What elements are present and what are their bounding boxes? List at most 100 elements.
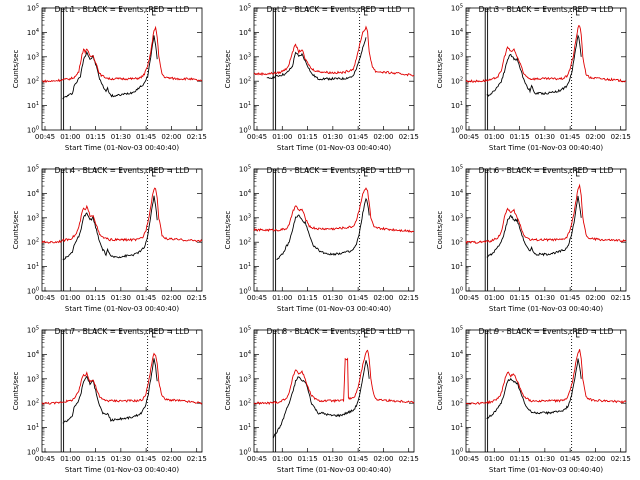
- y-tick-label: 105: [239, 4, 251, 13]
- x-tick-label: 01:45: [136, 294, 156, 302]
- y-tick-label: 101: [451, 101, 463, 110]
- time-bracket-marker: [364, 169, 368, 177]
- x-tick-label: 00:45: [35, 133, 55, 141]
- x-axis-label: Start Time (01-Nov-03 00:40:40): [489, 305, 603, 313]
- panel-title: Det 1 - BLACK = Events, RED = LLD: [55, 5, 190, 14]
- y-axis-label: Counts/sec: [436, 211, 444, 250]
- y-tick-label: 105: [27, 165, 39, 174]
- plot-frame: [41, 329, 203, 453]
- series-line-lld: [41, 25, 203, 84]
- panel-title: Det 3 - BLACK = Events, RED = LLD: [479, 5, 614, 14]
- x-tick-label: 01:00: [484, 294, 504, 302]
- y-tick-label: 101: [27, 262, 39, 271]
- x-tick-label: 01:00: [60, 133, 80, 141]
- time-bracket-marker: [576, 169, 580, 177]
- y-tick-label: 101: [451, 423, 463, 432]
- x-tick-label: 01:15: [297, 133, 317, 141]
- y-tick-label: 103: [451, 374, 463, 383]
- panel-8: Det 8 - BLACK = Events, RED = LLD Counts/…: [224, 326, 419, 475]
- y-tick-label: 103: [451, 213, 463, 222]
- plot-frame: [253, 7, 415, 131]
- x-tick-label: 01:00: [484, 455, 504, 463]
- y-tick-label: 102: [27, 77, 39, 86]
- y-tick-label: 104: [27, 28, 39, 37]
- panel-9: Det 9 - BLACK = Events, RED = LLD Counts/…: [436, 326, 631, 475]
- x-tick-label: 01:15: [509, 133, 529, 141]
- y-tick-label: 101: [239, 101, 251, 110]
- x-tick-label: 00:45: [35, 294, 55, 302]
- panel-2: Det 2 - BLACK = Events, RED = LLD Counts/…: [224, 4, 419, 153]
- y-tick-label: 101: [239, 262, 251, 271]
- x-tick-label: 02:00: [373, 294, 393, 302]
- plot-frame: [253, 329, 415, 453]
- panel-title: Det 8 - BLACK = Events, RED = LLD: [267, 327, 402, 336]
- series-line-events: [62, 358, 158, 424]
- x-tick-label: 01:30: [323, 133, 343, 141]
- x-tick-label: 01:15: [509, 455, 529, 463]
- panel-title: Det 2 - BLACK = Events, RED = LLD: [267, 5, 402, 14]
- y-tick-label: 102: [239, 399, 251, 408]
- time-bracket-marker: [576, 330, 580, 338]
- x-tick-label: 00:45: [247, 455, 267, 463]
- panel-title: Det 4 - BLACK = Events, RED = LLD: [55, 166, 190, 175]
- x-tick-label: 01:00: [60, 294, 80, 302]
- y-tick-label: 102: [27, 238, 39, 247]
- x-tick-label: 02:00: [161, 133, 181, 141]
- y-tick-label: 105: [239, 165, 251, 174]
- y-tick-label: 105: [239, 326, 251, 335]
- series-line-events: [486, 34, 582, 97]
- x-tick-label: 02:15: [187, 455, 207, 463]
- y-tick-label: 102: [239, 77, 251, 86]
- y-tick-label: 103: [27, 213, 39, 222]
- time-bracket-marker: [576, 8, 580, 16]
- y-tick-label: 102: [451, 238, 463, 247]
- y-tick-label: 100: [27, 448, 39, 457]
- y-tick-label: 104: [451, 189, 463, 198]
- y-tick-label: 104: [27, 350, 39, 359]
- panel-6: Det 6 - BLACK = Events, RED = LLD Counts/…: [436, 165, 631, 314]
- x-tick-label: 00:45: [247, 133, 267, 141]
- y-tick-label: 105: [27, 326, 39, 335]
- y-tick-label: 101: [451, 262, 463, 271]
- x-tick-label: 01:15: [297, 455, 317, 463]
- panel-title: Det 6 - BLACK = Events, RED = LLD: [479, 166, 614, 175]
- x-tick-label: 01:30: [111, 133, 131, 141]
- x-tick-label: 01:45: [136, 455, 156, 463]
- panel-title: Det 5 - BLACK = Events, RED = LLD: [267, 166, 402, 175]
- plot-frame: [465, 168, 627, 292]
- plot-frame: [41, 168, 203, 292]
- time-bracket-marker: [152, 330, 156, 338]
- x-axis-label: Start Time (01-Nov-03 00:40:40): [277, 305, 391, 313]
- y-axis-label: Counts/sec: [12, 372, 20, 411]
- y-tick-label: 105: [27, 4, 39, 13]
- y-tick-label: 101: [27, 423, 39, 432]
- x-tick-label: 01:30: [535, 294, 555, 302]
- y-tick-label: 103: [27, 374, 39, 383]
- x-tick-label: 02:15: [399, 294, 419, 302]
- time-bracket-marker: [152, 8, 156, 16]
- y-tick-label: 103: [239, 52, 251, 61]
- x-tick-label: 01:15: [85, 133, 105, 141]
- series-line-events: [276, 197, 370, 261]
- series-line-events: [486, 358, 582, 420]
- y-tick-label: 100: [451, 287, 463, 296]
- y-tick-label: 100: [239, 126, 251, 135]
- x-tick-label: 00:45: [459, 294, 479, 302]
- x-tick-label: 02:00: [585, 133, 605, 141]
- x-tick-label: 01:30: [111, 294, 131, 302]
- x-tick-label: 00:45: [459, 133, 479, 141]
- x-tick-label: 01:00: [272, 455, 292, 463]
- series-line-lld: [253, 25, 415, 77]
- x-tick-label: 01:15: [509, 294, 529, 302]
- series-line-lld: [253, 349, 415, 406]
- y-tick-label: 103: [239, 213, 251, 222]
- y-tick-label: 100: [451, 126, 463, 135]
- x-tick-label: 01:30: [111, 455, 131, 463]
- x-tick-label: 01:00: [484, 133, 504, 141]
- y-tick-label: 102: [451, 77, 463, 86]
- y-axis-label: Counts/sec: [436, 50, 444, 89]
- y-tick-label: 101: [239, 423, 251, 432]
- x-tick-label: 01:30: [535, 133, 555, 141]
- y-tick-label: 100: [27, 287, 39, 296]
- series-line-lld: [465, 349, 627, 405]
